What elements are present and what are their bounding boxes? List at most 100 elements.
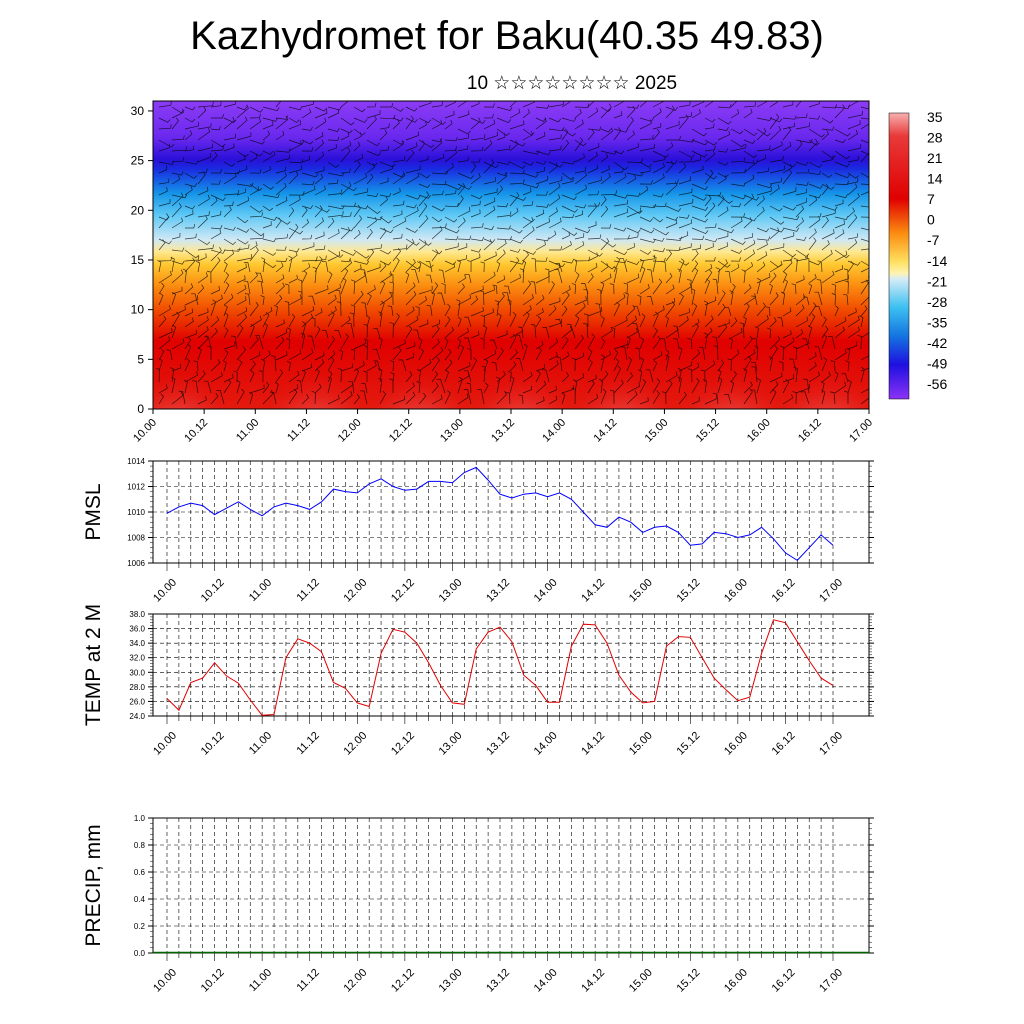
colorbar-label: -35	[927, 314, 947, 330]
wind-barb	[340, 391, 353, 405]
wind-barb	[587, 333, 596, 350]
wind-barb	[544, 268, 550, 284]
wind-barb	[730, 217, 743, 229]
wind-barb	[244, 293, 251, 306]
wind-barb	[769, 177, 782, 185]
wind-barb	[717, 104, 732, 109]
wind-barb	[483, 239, 493, 251]
wind-barb	[803, 378, 810, 394]
wind-barb	[652, 351, 663, 361]
wind-barb	[834, 199, 844, 207]
wind-barb	[522, 187, 532, 196]
wind-barb	[782, 187, 797, 196]
wind-barb	[509, 207, 519, 218]
wind-barb	[769, 292, 779, 306]
wind-barb	[311, 317, 316, 327]
wind-barb	[444, 242, 459, 251]
wind-barb	[843, 268, 849, 284]
wind-barb	[288, 294, 302, 306]
wind-barb	[574, 315, 580, 328]
wind-barb	[457, 393, 469, 405]
wind-barb	[730, 157, 746, 163]
wind-barb	[704, 101, 715, 108]
wind-barb	[262, 130, 271, 141]
wind-barb	[795, 254, 808, 262]
wind-barb	[730, 349, 740, 361]
wind-barb	[561, 392, 566, 405]
wind-barb	[652, 101, 665, 108]
wind-barb	[587, 262, 598, 273]
wind-barb	[808, 283, 813, 295]
wind-barb	[249, 324, 255, 339]
wind-barb	[632, 323, 641, 339]
wind-barb	[340, 101, 349, 108]
wind-barb	[729, 290, 734, 306]
wind-barb	[288, 117, 300, 123]
x-tick-label: 13.00	[437, 967, 465, 995]
wind-barb	[392, 244, 408, 251]
y-tick-label: 1006	[127, 559, 145, 568]
wind-barb	[717, 323, 728, 339]
colorbar-label: 35	[927, 109, 943, 125]
y-tick-label: 30.0	[129, 668, 145, 677]
wind-barb	[197, 325, 209, 339]
wind-barb	[571, 387, 576, 405]
wind-barb	[431, 180, 447, 185]
wind-barb	[665, 284, 675, 295]
wind-barb	[311, 390, 316, 405]
wind-barb	[223, 249, 235, 262]
colorbar-label: 7	[927, 191, 935, 207]
wind-barb	[730, 101, 738, 108]
wind-barb	[730, 203, 742, 208]
wind-barb	[157, 260, 162, 273]
wind-barb	[495, 376, 501, 394]
wind-barb	[373, 328, 381, 339]
wind-barb	[730, 139, 745, 148]
wind-barb	[860, 305, 868, 317]
wind-barb	[365, 315, 370, 328]
wind-barb	[262, 183, 274, 190]
wind-barb	[743, 356, 752, 372]
wind-barb	[171, 108, 184, 119]
wind-barb	[691, 101, 705, 108]
wind-barb	[574, 210, 583, 218]
wind-barb	[207, 345, 212, 361]
wind-barb	[639, 143, 656, 152]
wind-barb	[496, 117, 512, 124]
wind-barb	[782, 122, 796, 130]
wind-barb	[262, 150, 274, 155]
wind-barb	[691, 155, 701, 163]
wind-barb	[652, 327, 658, 339]
wind-barb	[743, 139, 756, 145]
y-axis-label: PMSL	[82, 483, 105, 540]
wind-barb	[470, 158, 481, 163]
wind-barb	[457, 338, 462, 350]
wind-barb	[678, 138, 695, 143]
wind-barb	[860, 397, 869, 405]
wind-barb	[170, 256, 175, 273]
wind-barb	[847, 233, 858, 240]
wind-barb	[769, 380, 779, 394]
wind-barb	[431, 223, 447, 229]
wind-barb	[366, 139, 380, 147]
wind-barb	[158, 292, 164, 306]
wind-barb	[182, 268, 187, 284]
wind-barb	[639, 258, 644, 273]
wind-barb	[444, 137, 458, 142]
wind-barb	[834, 371, 839, 383]
x-tick-label: 13.12	[484, 967, 512, 995]
wind-barb	[262, 390, 274, 405]
wind-barb	[387, 305, 394, 317]
wind-barb	[389, 273, 394, 283]
wind-barb	[727, 358, 732, 372]
wind-barb	[158, 117, 171, 123]
x-tick-label: 12.12	[387, 417, 415, 445]
wind-barb	[535, 396, 545, 405]
wind-barb	[530, 324, 537, 339]
wind-barb	[691, 323, 699, 339]
wind-barb	[574, 241, 585, 251]
wind-barb	[535, 315, 542, 328]
wind-barb	[660, 338, 667, 350]
